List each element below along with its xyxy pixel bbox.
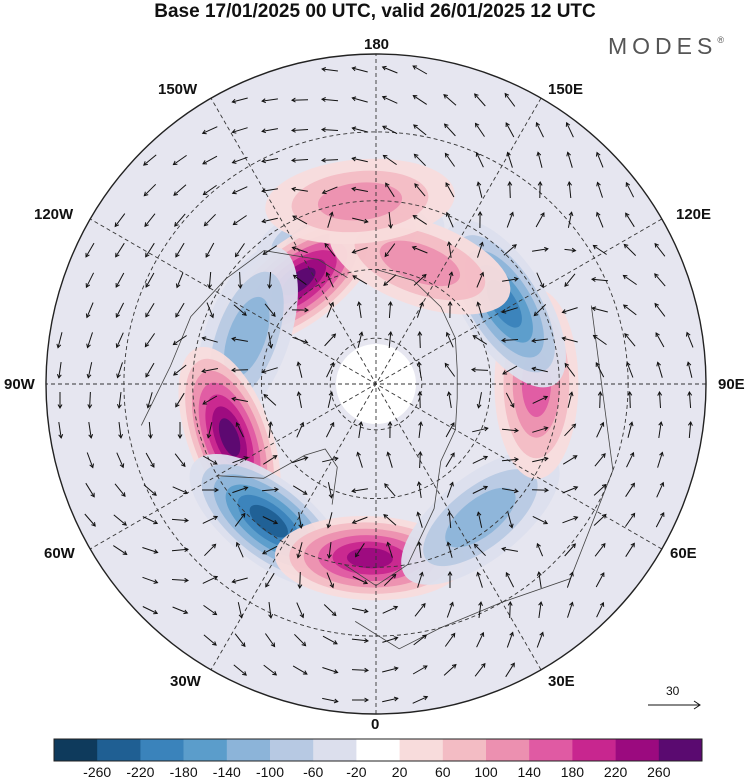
coastline-1: [217, 448, 338, 505]
colorbar-swatch-12: [572, 739, 616, 761]
coastline-2: [343, 269, 458, 587]
colorbar-tick-labels: -260 -220 -180 -140 -100 -60 -20 20 60 100 140 180 2…: [0, 764, 750, 782]
colorbar-swatch-4: [226, 739, 271, 761]
colorbar-tick-label: -260: [83, 764, 112, 780]
colorbar-tick-label: -20: [346, 764, 367, 780]
colorbar-swatch-2: [140, 739, 184, 761]
colorbar-tick-label: 260: [647, 764, 671, 780]
lon-label-60w: 60W: [44, 545, 75, 562]
colorbar-swatch-13: [615, 739, 660, 761]
lon-label-30e: 30E: [548, 673, 575, 690]
colorbar-swatch-5: [270, 739, 314, 761]
registered-mark: ®: [717, 35, 724, 45]
lon-label-120w: 120W: [34, 206, 74, 223]
map-boundary: [45, 53, 707, 715]
lon-label-180: 180: [364, 36, 390, 53]
colorbar-tick-label: 140: [517, 764, 541, 780]
chart-title: Base 17/01/2025 00 UTC, valid 26/01/2025…: [154, 1, 596, 22]
colorbar-tick-label: -180: [169, 764, 198, 780]
modes-logo: MODES®: [608, 33, 724, 59]
reference-vector-label: 30: [666, 684, 680, 698]
colorbar-tick-label: 100: [474, 764, 498, 780]
colorbar-tick-label: 20: [391, 764, 408, 780]
lon-label-150w: 150W: [158, 81, 198, 98]
colorbar-swatch-8: [399, 739, 444, 761]
colorbar-tick-label: -60: [303, 764, 324, 780]
colorbar-tick-label: -100: [255, 764, 285, 780]
colorbar-swatch-3: [183, 739, 228, 761]
colorbar-tick-label: 220: [603, 764, 628, 780]
colorbar-swatch-7: [356, 739, 400, 761]
colorbar: [53, 738, 703, 762]
colorbar-swatch-0: [54, 739, 98, 761]
lon-label-0: 0: [371, 716, 380, 733]
lon-label-150e: 150E: [548, 81, 584, 98]
colorbar-tick-label: 180: [560, 764, 585, 780]
lon-label-90e: 90E: [718, 376, 745, 393]
colorbar-swatch-14: [658, 739, 703, 761]
polar-map: [45, 53, 707, 715]
lon-label-60e: 60E: [670, 545, 697, 562]
colorbar-swatch-10: [486, 739, 530, 761]
colorbar-swatch-6: [313, 739, 357, 761]
graticule: [46, 54, 706, 714]
colorbar-swatch-9: [442, 739, 487, 761]
colorbar-tick-label: 60: [435, 764, 451, 780]
colorbar-swatch-11: [529, 739, 573, 761]
wind-arrows: [56, 65, 694, 704]
colorbar-tick-label: -220: [126, 764, 155, 780]
colorbar-tick-label: -140: [212, 764, 241, 780]
lon-label-120e: 120E: [676, 206, 712, 223]
lon-label-30w: 30W: [170, 673, 201, 690]
lon-label-90w: 90W: [4, 376, 35, 393]
colorbar-swatch-1: [97, 739, 141, 761]
reference-vector-arrow: [648, 700, 701, 710]
negative-anomaly-6: [401, 450, 560, 585]
